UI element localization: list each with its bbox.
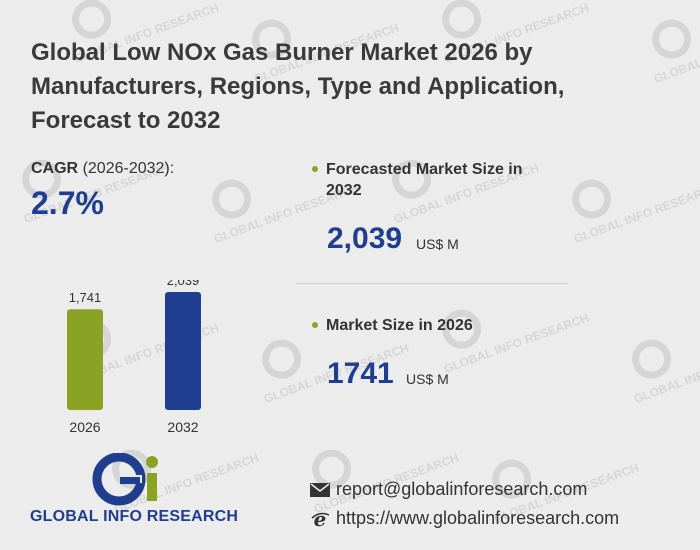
forecast-unit: US$ M [416,236,459,252]
current-bullet [312,322,318,328]
company-logo [92,453,158,506]
bar-2032 [165,292,201,410]
svg-text:e: e [314,509,327,529]
watermark: GLOBAL INFO RESEARCH [572,179,700,247]
website-text[interactable]: https://www.globalinforesearch.com [336,508,620,528]
email-text[interactable]: report@globalinforesearch.com [336,479,588,499]
category-label-2032: 2032 [167,419,198,435]
current-unit: US$ M [406,371,449,387]
envelope-icon [310,482,330,497]
logo-i-stem [147,473,157,501]
svg-text:GLOBAL INFO RESEARCH: GLOBAL INFO RESEARCH [632,341,700,407]
logo-g-bar [120,477,140,484]
contact-email[interactable]: report@globalinforesearch.com [310,479,587,500]
bar-value-label-2032: 2,039 [167,280,200,288]
cagr-label-text: CAGR [31,160,79,177]
bar-value-label-2026: 1,741 [69,290,102,305]
ie-browser-icon: e [311,509,330,529]
watermark: GLOBAL INFO RESEARCH [312,449,461,516]
watermark: GLOBAL INFO RESEARCH [632,339,700,407]
category-label-2026: 2026 [69,419,100,435]
current-value: 1741 [327,357,394,390]
cagr-period: (2026-2032): [82,160,175,177]
svg-text:GLOBAL INFO RESEARCH: GLOBAL INFO RESEARCH [652,21,700,87]
current-label: Market Size in 2026 [326,317,473,334]
bar-chart: 1,741 2026 2,039 2032 [67,280,201,435]
page-title: Global Low NOx Gas Burner Market 2026 by… [31,39,565,134]
cagr-label: CAGR (2026-2032): [31,160,174,178]
bar-2026 [67,309,103,410]
cagr-value: 2.7% [31,185,104,221]
contact-website[interactable]: e https://www.globalinforesearch.com [310,508,619,529]
svg-text:GLOBAL INFO RESEARCH: GLOBAL INFO RESEARCH [572,181,700,247]
forecast-bullet [312,166,318,172]
logo-text: GLOBAL INFO RESEARCH [30,508,239,525]
forecast-label: Forecasted Market Size in 2032 [326,161,523,199]
section-divider [296,283,568,284]
forecast-value: 2,039 [327,222,403,255]
logo-i-dot [146,456,158,468]
